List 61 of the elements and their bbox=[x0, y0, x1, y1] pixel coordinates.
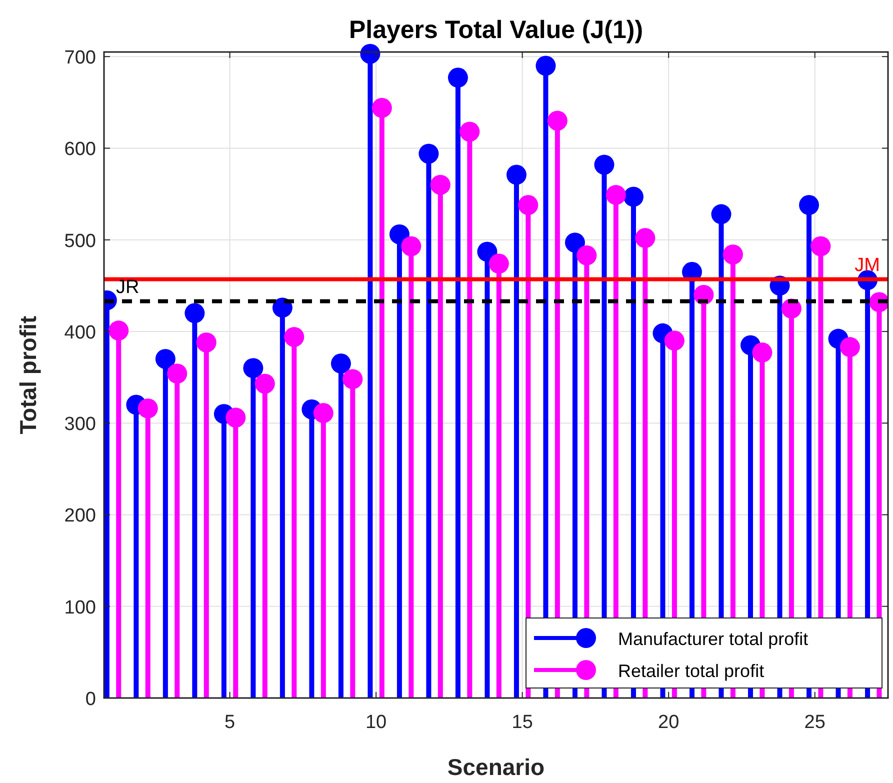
point bbox=[488, 254, 509, 274]
y-tick-label: 0 bbox=[85, 689, 96, 710]
point bbox=[460, 122, 480, 142]
point bbox=[330, 354, 351, 374]
point bbox=[799, 195, 820, 216]
x-tick-label: 15 bbox=[512, 712, 533, 733]
point bbox=[506, 164, 526, 185]
point bbox=[418, 144, 439, 164]
point bbox=[664, 330, 684, 351]
chart-title: Players Total Value (J(1)) bbox=[348, 16, 644, 44]
point bbox=[606, 184, 626, 205]
y-tick-label: 400 bbox=[64, 322, 96, 344]
point bbox=[840, 337, 860, 358]
x-axis-title: Scenario bbox=[447, 754, 545, 780]
point bbox=[243, 358, 264, 378]
point bbox=[196, 332, 216, 352]
point bbox=[711, 204, 732, 224]
legend-label: Manufacturer total profit bbox=[618, 629, 808, 649]
point bbox=[576, 245, 597, 266]
point bbox=[810, 236, 831, 256]
point bbox=[167, 364, 188, 384]
point bbox=[284, 326, 304, 347]
point bbox=[342, 369, 363, 390]
point bbox=[108, 320, 129, 341]
x-tick-label: 5 bbox=[224, 712, 236, 733]
y-tick-label: 300 bbox=[64, 414, 96, 436]
y-axis-title: Total profit bbox=[15, 315, 41, 434]
x-tick-label: 10 bbox=[365, 712, 387, 733]
point bbox=[430, 174, 450, 195]
x-tick-label: 25 bbox=[804, 712, 826, 733]
point bbox=[594, 154, 614, 175]
point bbox=[448, 68, 468, 88]
point bbox=[477, 242, 498, 262]
point bbox=[372, 98, 392, 118]
point bbox=[360, 44, 380, 64]
point bbox=[226, 408, 246, 428]
point bbox=[155, 348, 176, 369]
y-tick-label: 500 bbox=[64, 230, 96, 252]
point bbox=[623, 186, 644, 207]
point bbox=[518, 195, 538, 216]
x-tick-label: 20 bbox=[658, 712, 680, 733]
point bbox=[564, 232, 585, 253]
y-tick-label: 700 bbox=[64, 48, 96, 69]
point bbox=[138, 398, 158, 418]
y-tick-label: 200 bbox=[64, 506, 96, 527]
point bbox=[536, 56, 556, 76]
point bbox=[313, 403, 334, 424]
y-tick-label: 600 bbox=[64, 139, 96, 160]
legend-label: Retailer total profit bbox=[618, 661, 764, 681]
ref-line-label: JR bbox=[116, 277, 140, 298]
point bbox=[722, 244, 743, 265]
y-tick-label: 100 bbox=[64, 597, 96, 618]
point bbox=[272, 298, 292, 318]
point bbox=[547, 110, 568, 131]
ref-line-label: JM bbox=[854, 255, 880, 276]
point bbox=[401, 236, 422, 256]
point bbox=[389, 224, 410, 244]
point bbox=[752, 342, 772, 363]
point bbox=[184, 303, 205, 324]
point bbox=[635, 228, 656, 248]
point bbox=[254, 374, 275, 394]
